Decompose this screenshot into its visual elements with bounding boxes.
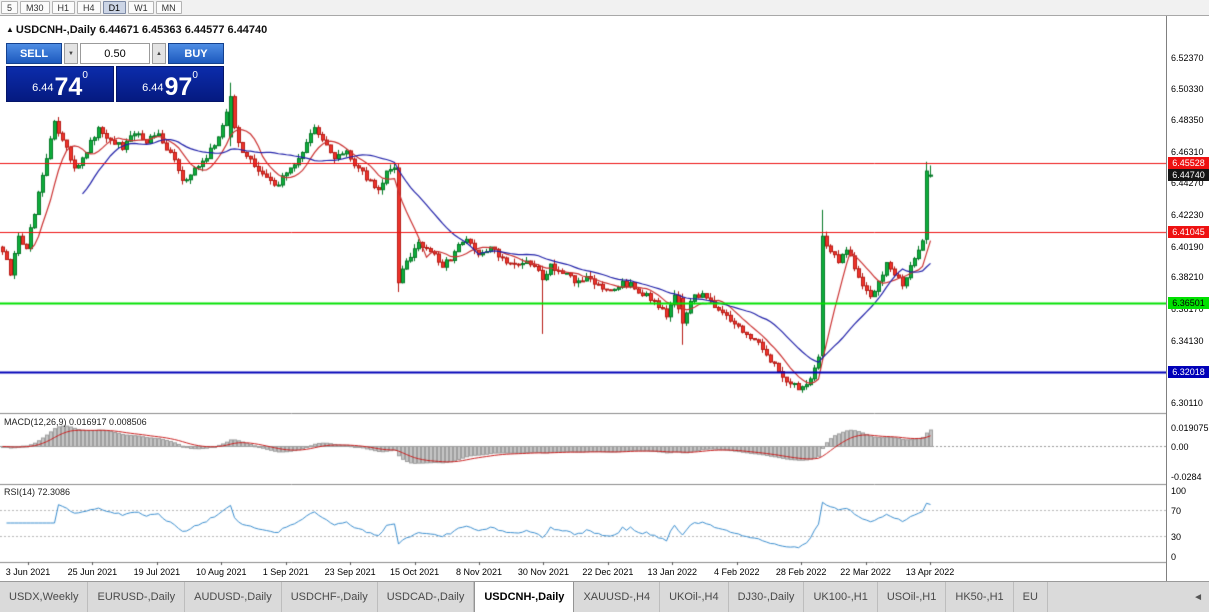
level-price-label-6.41045: 6.41045 <box>1168 226 1209 239</box>
rsi-axis-tick: 30 <box>1171 532 1182 543</box>
price-chart-canvas[interactable] <box>0 16 1166 581</box>
sell-price-pipette: 0 <box>82 70 88 81</box>
price-axis-tick: 6.52370 <box>1171 52 1204 63</box>
level-price-label-6.32018: 6.32018 <box>1168 366 1209 379</box>
sell-price-prefix: 6.44 <box>32 82 54 94</box>
level-price-label-6.45528: 6.45528 <box>1168 156 1209 169</box>
chart-ohlc-values: 6.44671 6.45363 6.44577 6.44740 <box>99 24 268 36</box>
tab-usoil-h1[interactable]: USOil-,H1 <box>878 582 947 612</box>
time-axis-label: 30 Nov 2021 <box>517 567 569 577</box>
lot-size-input[interactable] <box>80 43 150 64</box>
tab-hk50-h1[interactable]: HK50-,H1 <box>946 582 1014 612</box>
timeframe-button-w1[interactable]: W1 <box>128 1 154 14</box>
tab-usdchf-daily[interactable]: USDCHF-,Daily <box>282 582 378 612</box>
rsi-axis-tick: 70 <box>1171 505 1182 516</box>
timeframe-button-h4[interactable]: H4 <box>77 1 101 14</box>
price-axis-tick: 6.48350 <box>1171 115 1204 126</box>
macd-axis-tick: 0.019075 <box>1171 422 1209 433</box>
buy-price-pipette: 0 <box>192 70 198 81</box>
tab-dj30-daily[interactable]: DJ30-,Daily <box>729 582 805 612</box>
price-axis-tick: 6.46310 <box>1171 146 1204 157</box>
step-down-icon: ▼ <box>68 50 74 57</box>
rsi-axis-tick: 0 <box>1171 552 1177 562</box>
timeframe-button-d1[interactable]: D1 <box>102 1 127 14</box>
chart-symbol-label: USDCNH-,Daily <box>15 24 96 36</box>
time-axis-label: 15 Oct 2021 <box>390 567 440 577</box>
price-axis-tick: 6.42230 <box>1171 210 1204 221</box>
time-axis-label: 4 Feb 2022 <box>713 567 760 577</box>
chart-tab-bar: USDX,Weekly EURUSD-,Daily AUDUSD-,Daily USD… <box>0 581 1209 612</box>
tab-scroll-left-icon[interactable]: ◄ <box>1193 591 1203 603</box>
timeframe-button-h1[interactable]: H1 <box>51 1 76 14</box>
tab-eurusd-daily[interactable]: EURUSD-,Daily <box>88 582 186 612</box>
time-axis-label: 19 Jul 2021 <box>133 567 181 577</box>
time-axis-label: 23 Sep 2021 <box>324 567 376 577</box>
price-axis-tick: 6.30110 <box>1171 397 1203 408</box>
step-up-icon: ▲ <box>156 50 162 57</box>
rsi-pane-label: RSI(14) 72.3086 <box>4 487 71 497</box>
time-axis-label: 25 Jun 2021 <box>67 567 118 577</box>
tab-xauusd-h4[interactable]: XAUUSD-,H4 <box>574 582 661 612</box>
buy-price-display: 6.44 97 0 <box>116 66 224 102</box>
buy-price-prefix: 6.44 <box>142 82 164 94</box>
sell-button[interactable]: SELL <box>6 43 62 64</box>
time-axis-label: 22 Mar 2022 <box>840 567 891 577</box>
price-axis-tick: 6.38210 <box>1171 272 1204 283</box>
timeframe-button-m30[interactable]: M30 <box>20 1 50 14</box>
time-axis-label: 22 Dec 2021 <box>582 567 634 577</box>
level-price-label-6.36501: 6.36501 <box>1168 296 1209 309</box>
one-click-trading-panel: SELL ▼ ▲ BUY 6.44 74 0 6.44 97 0 <box>6 43 224 102</box>
price-axis[interactable]: 6.52370 6.50330 6.48350 6.46310 6.44270 6.422… <box>1166 16 1209 581</box>
buy-button[interactable]: BUY <box>168 43 224 64</box>
lot-step-down-button[interactable]: ▼ <box>64 43 78 64</box>
macd-pane-label: MACD(12,26,9) 0.016917 0.008506 <box>4 417 147 427</box>
tab-usdx-weekly[interactable]: USDX,Weekly <box>0 582 89 612</box>
price-axis-tick: 6.50330 <box>1171 84 1204 95</box>
price-axis-tick: 6.34130 <box>1171 335 1204 346</box>
sell-price-big-digits: 74 <box>54 72 83 101</box>
macd-axis-tick: -0.0284 <box>1171 471 1202 482</box>
lot-step-up-button[interactable]: ▲ <box>152 43 166 64</box>
time-axis-label: 13 Jan 2022 <box>647 567 698 577</box>
current-price-label: 6.44740 <box>1168 169 1209 182</box>
time-axis-label: 28 Feb 2022 <box>775 567 827 577</box>
tab-audusd-daily[interactable]: AUDUSD-,Daily <box>185 582 282 612</box>
chart-collapse-icon: ▲ <box>6 25 14 34</box>
buy-price-big-digits: 97 <box>164 72 193 101</box>
macd-axis-tick: 0.00 <box>1171 442 1189 453</box>
time-axis-label: 8 Nov 2021 <box>455 567 503 577</box>
timeframe-button-mn[interactable]: MN <box>155 1 182 14</box>
tab-usdcad-daily[interactable]: USDCAD-,Daily <box>378 582 475 612</box>
price-axis-tick: 6.36170 <box>1171 304 1204 314</box>
time-axis-label: 3 Jun 2021 <box>5 567 51 577</box>
chart-title: ▲ USDCNH-,Daily 6.44671 6.45363 6.44577 6… <box>6 24 267 36</box>
tab-usdcnh-daily[interactable]: USDCNH-,Daily <box>474 582 575 612</box>
tab-eu[interactable]: EU <box>1014 582 1048 612</box>
timeframe-button-5[interactable]: 5 <box>1 1 19 14</box>
tab-ukoil-h4[interactable]: UKOil-,H4 <box>660 582 729 612</box>
time-axis[interactable]: 3 Jun 2021 25 Jun 2021 19 Jul 2021 10 Aug 2… <box>0 562 1166 581</box>
rsi-axis-tick: 100 <box>1171 486 1187 496</box>
price-axis-tick: 6.44270 <box>1171 178 1204 189</box>
timeframe-toolbar: 5 M30 H1 H4 D1 W1 MN <box>0 0 1209 16</box>
time-axis-label: 1 Sep 2021 <box>262 567 309 577</box>
price-axis-tick: 6.40190 <box>1171 241 1204 252</box>
time-axis-label: 10 Aug 2021 <box>196 567 247 577</box>
time-axis-label: 13 Apr 2022 <box>905 567 955 577</box>
tab-uk100-h1[interactable]: UK100-,H1 <box>804 582 878 612</box>
sell-price-display: 6.44 74 0 <box>6 66 114 102</box>
